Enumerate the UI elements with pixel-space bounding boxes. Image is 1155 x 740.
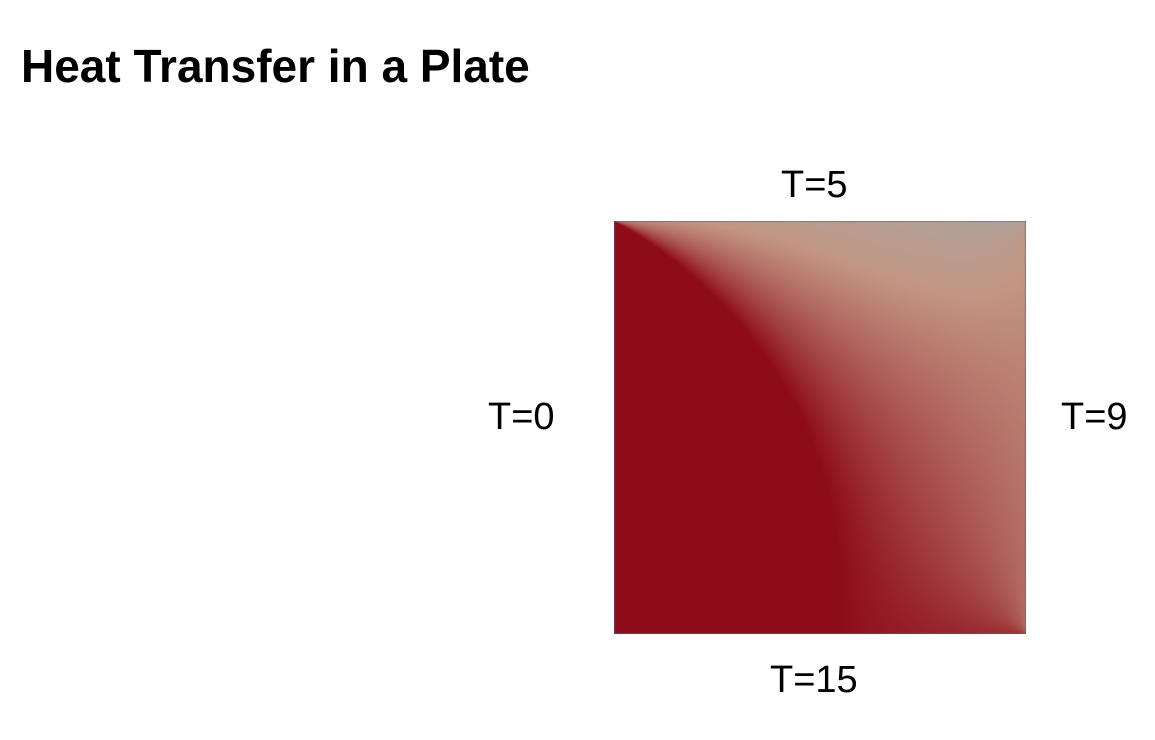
temperature-field — [614, 221, 1026, 634]
left-boundary-label: T=0 — [488, 396, 555, 438]
bottom-boundary-label: T=15 — [770, 659, 858, 701]
page-title: Heat Transfer in a Plate — [21, 40, 530, 92]
top-boundary-label: T=5 — [781, 164, 848, 206]
plate-heatmap — [614, 221, 1026, 634]
right-boundary-label: T=9 — [1061, 396, 1128, 438]
